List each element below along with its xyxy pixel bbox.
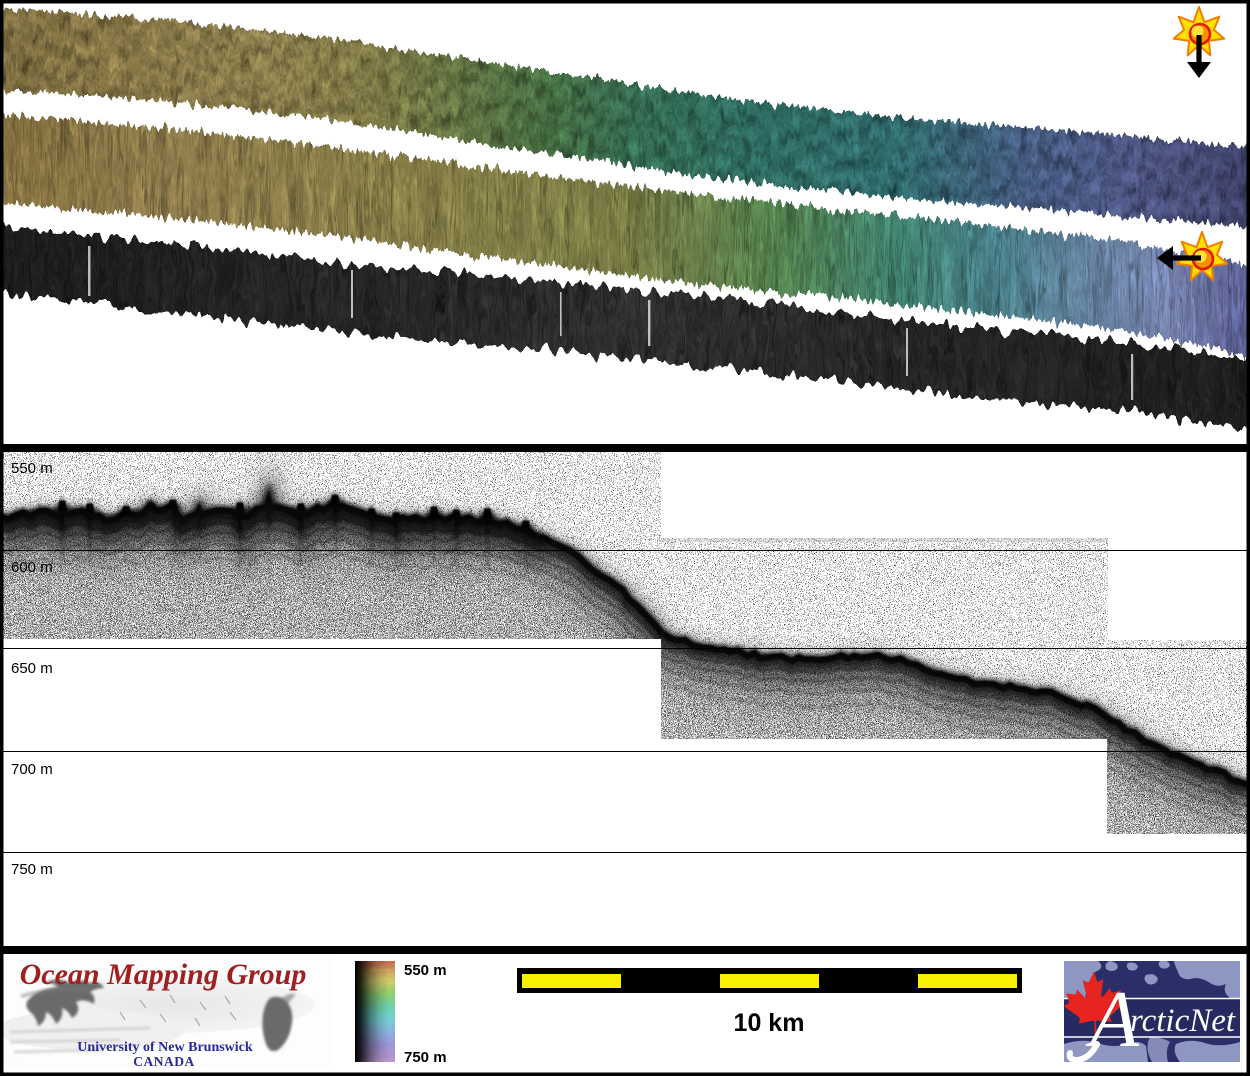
svg-text:700 m: 700 m bbox=[11, 761, 53, 778]
svg-text:University of New Brunswick: University of New Brunswick bbox=[77, 1040, 253, 1055]
svg-text:600 m: 600 m bbox=[11, 559, 53, 576]
svg-text:550 m: 550 m bbox=[404, 962, 447, 979]
svg-text:550 m: 550 m bbox=[11, 460, 53, 477]
svg-text:10 km: 10 km bbox=[734, 1009, 805, 1037]
svg-text:750 m: 750 m bbox=[404, 1049, 447, 1066]
svg-text:750 m: 750 m bbox=[11, 861, 53, 878]
svg-text:Ocean Mapping Group: Ocean Mapping Group bbox=[20, 958, 307, 991]
svg-text:650 m: 650 m bbox=[11, 660, 53, 677]
svg-text:CANADA: CANADA bbox=[133, 1054, 195, 1069]
svg-text:rcticNet: rcticNet bbox=[1130, 1003, 1236, 1039]
